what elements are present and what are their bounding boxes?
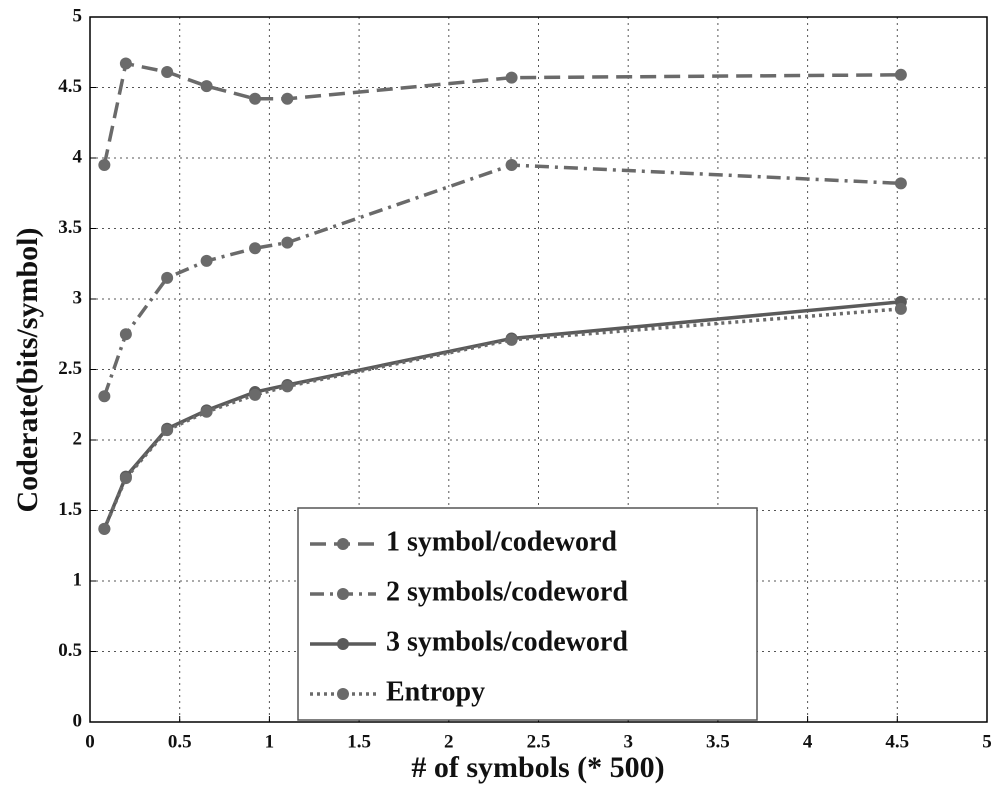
- series-line: [102, 61, 901, 166]
- data-point: [281, 236, 294, 249]
- y-tick-label: 2: [73, 428, 83, 449]
- plot-frame: [89, 16, 988, 723]
- y-tick-label: 2.5: [58, 358, 82, 379]
- legend-label: 3 symbols/codeword: [386, 626, 628, 657]
- x-tick-label: 2.5: [527, 731, 551, 752]
- data-point: [98, 522, 111, 535]
- legend-label: 2 symbols/codeword: [386, 576, 628, 607]
- data-point: [281, 380, 294, 393]
- data-point: [161, 424, 174, 437]
- data-point: [894, 177, 907, 190]
- legend-marker: [337, 638, 349, 650]
- data-point: [249, 242, 262, 255]
- x-tick-label: 4: [803, 731, 813, 752]
- x-tick-label: 0.5: [168, 731, 192, 752]
- y-tick-label: 1.5: [58, 499, 82, 520]
- y-tick-label: 5: [73, 5, 83, 26]
- y-tick-label: 4: [73, 146, 83, 167]
- y-tick-label: 1: [73, 569, 83, 590]
- legend-label: 1 symbol/codeword: [386, 526, 617, 557]
- x-tick-label: 2: [444, 731, 454, 752]
- x-tick-label: 1.5: [347, 731, 371, 752]
- x-tick-label: 5: [982, 731, 992, 752]
- data-point: [249, 92, 262, 105]
- x-tick-label: 0: [85, 731, 95, 752]
- data-point: [200, 254, 213, 267]
- series-line: [102, 163, 901, 397]
- series-line: [102, 307, 902, 530]
- data-point: [505, 333, 518, 346]
- legend-marker: [337, 688, 349, 700]
- legend-box: [297, 507, 758, 721]
- y-tick-label: 3.5: [58, 217, 82, 238]
- data-point: [98, 159, 111, 172]
- data-point: [119, 328, 132, 341]
- data-point: [119, 57, 132, 70]
- data-point: [249, 388, 262, 401]
- x-tick-label: 3: [623, 731, 633, 752]
- y-tick-label: 3: [73, 287, 83, 308]
- y-tick-label: 0: [73, 710, 83, 731]
- x-tick-label: 4.5: [885, 731, 909, 752]
- legend-label: Entropy: [386, 676, 485, 707]
- data-point: [200, 80, 213, 93]
- data-point: [281, 92, 294, 105]
- data-point: [505, 159, 518, 172]
- data-point: [161, 271, 174, 284]
- data-point: [200, 405, 213, 418]
- data-point: [119, 472, 132, 485]
- x-tick-label: 1: [265, 731, 275, 752]
- x-tick-label: 3.5: [706, 731, 730, 752]
- data-point: [98, 390, 111, 403]
- legend-marker: [337, 538, 349, 550]
- legend-marker: [337, 588, 349, 600]
- y-axis-label: Coderate(bits/symbol): [11, 228, 44, 513]
- data-point: [505, 71, 518, 84]
- data-point: [161, 65, 174, 78]
- x-axis-label: # of symbols (* 500): [411, 751, 664, 784]
- legend: 1 symbol/codeword 2 symbols/codeword 3 sym…: [297, 507, 758, 721]
- y-tick-label: 0.5: [58, 640, 82, 661]
- data-point: [894, 68, 907, 81]
- series-line: [102, 300, 902, 530]
- y-tick-label: 4.5: [58, 76, 82, 97]
- data-point: [894, 302, 907, 315]
